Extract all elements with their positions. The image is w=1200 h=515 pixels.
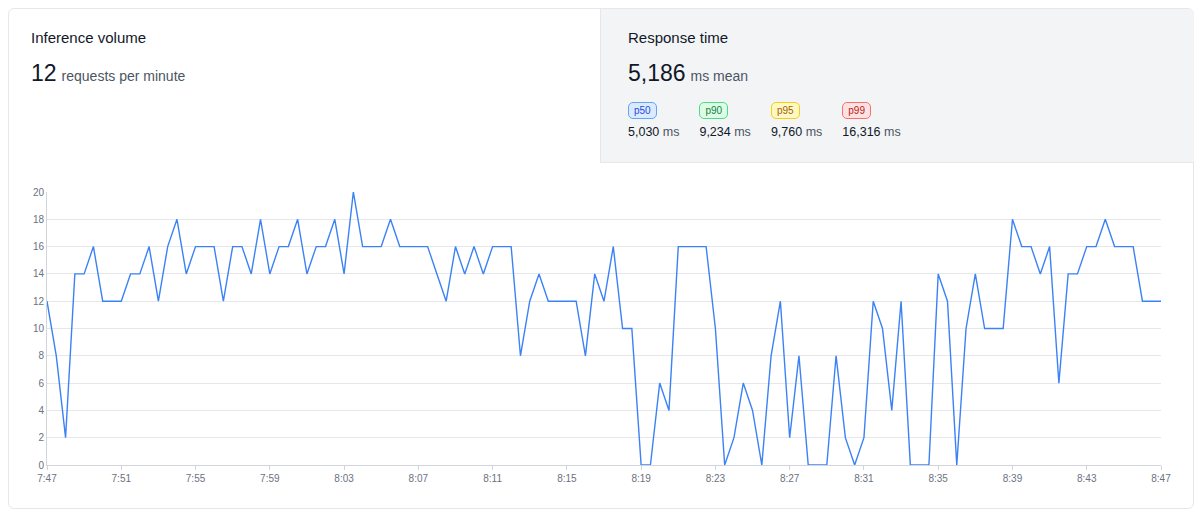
svg-text:8:27: 8:27 [780,473,800,484]
svg-text:8:15: 8:15 [557,473,577,484]
svg-text:10: 10 [33,323,45,334]
svg-text:8:23: 8:23 [706,473,726,484]
svg-text:7:55: 7:55 [186,473,206,484]
svg-text:18: 18 [33,214,45,225]
svg-text:8:19: 8:19 [631,473,651,484]
html-text:9,760 ms: 9,760 ms [770,125,823,139]
svg-text:12: 12 [33,296,45,307]
svg-text:14: 14 [33,268,45,279]
svg-text:8:03: 8:03 [334,473,354,484]
html-text:5,030 ms: 5,030 ms [628,125,680,139]
svg-text:8:07: 8:07 [409,473,429,484]
html-text:p90: p90 [705,105,723,116]
svg-text:7:51: 7:51 [112,473,132,484]
svg-text:6: 6 [38,378,44,389]
svg-text:7:59: 7:59 [260,473,280,484]
svg-text:8:31: 8:31 [854,473,874,484]
html-text:p95: p95 [776,105,794,116]
html-text:Inference volume: Inference volume [31,29,147,46]
svg-text:8:43: 8:43 [1077,473,1097,484]
html-text:16,316 ms: 16,316 ms [842,125,901,139]
svg-text:8:11: 8:11 [483,473,502,484]
html-text:p99: p99 [848,105,865,116]
svg-text:16: 16 [33,241,45,252]
svg-text:20: 20 [33,187,45,198]
svg-text:7:47: 7:47 [37,473,57,484]
svg-text:2: 2 [38,432,44,443]
svg-text:8: 8 [38,350,44,361]
svg-text:8:35: 8:35 [928,473,948,484]
html-text:9,234 ms: 9,234 ms [699,125,751,139]
svg-text:8:47: 8:47 [1151,473,1171,484]
html-text:12 requests per minute: 12 requests per minute [31,60,186,86]
svg-text:0: 0 [38,460,44,471]
html-text:p50: p50 [634,105,651,116]
svg-text:8:39: 8:39 [1003,473,1023,484]
html-text:Response time: Response time [628,29,729,46]
svg-text:4: 4 [38,405,44,416]
html-text:5,186 ms mean: 5,186 ms mean [628,60,749,86]
